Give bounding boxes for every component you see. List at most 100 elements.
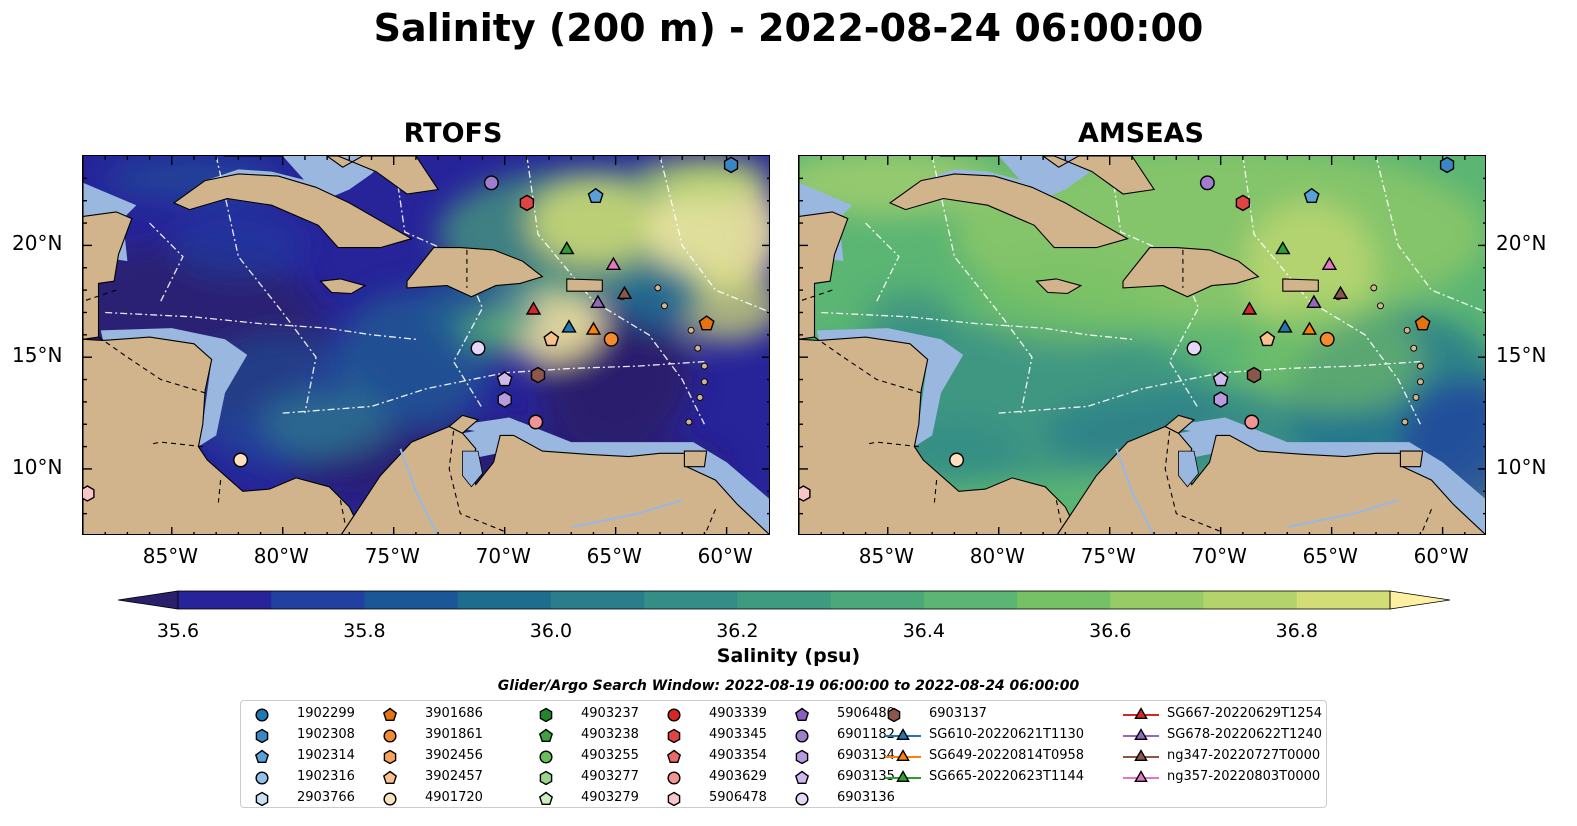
- legend-label: 6903134: [837, 748, 895, 763]
- colorbar-segment: [1110, 591, 1205, 609]
- legend-marker: [539, 707, 553, 722]
- country-border: [1055, 500, 1062, 523]
- legend-label: 4903238: [581, 727, 639, 742]
- country-border: [704, 508, 717, 534]
- marker-6903136: [470, 340, 486, 356]
- legend: 1902299 1902308 1902314 1902316 2903766 39016…: [240, 700, 1327, 808]
- marker-6903135: [1212, 371, 1229, 387]
- marker-4901720: [233, 452, 249, 468]
- legend-marker: [666, 749, 682, 764]
- marker-SG665-20220623T1144: [559, 241, 575, 255]
- shelf-area: [449, 417, 769, 534]
- country-border: [448, 430, 505, 533]
- marker-SG678-20220622T1240: [1306, 294, 1322, 309]
- legend-label: 3902456: [425, 748, 483, 763]
- island: [1412, 393, 1420, 401]
- legend-label: 3902457: [425, 769, 483, 784]
- country-border: [1420, 508, 1433, 534]
- colorbar-extend-high: [1389, 590, 1451, 610]
- river: [571, 499, 683, 529]
- country-border: [149, 441, 203, 448]
- legend-label: 3901686: [425, 706, 483, 721]
- legend-marker: [539, 770, 553, 785]
- marker-ng357-20220803T0000: [605, 256, 622, 271]
- marker-1902308: [1439, 156, 1455, 174]
- colorbar-segment: [178, 591, 272, 609]
- marker-1902314: [587, 187, 604, 203]
- legend-label: ng347-20220727T0000: [1167, 748, 1321, 763]
- legend-marker: [1134, 728, 1148, 741]
- legend-label: 4903237: [581, 706, 639, 721]
- legend-marker: [667, 708, 681, 722]
- map-panel-amseas: [798, 155, 1486, 535]
- legend-marker: [538, 791, 554, 806]
- lon-tick-label: 60°W: [697, 544, 753, 568]
- lon-tick-label: 75°W: [1080, 544, 1136, 568]
- legend-label: 1902316: [297, 769, 355, 784]
- legend-marker: [539, 750, 553, 764]
- island: [661, 302, 668, 310]
- country-border: [217, 480, 222, 503]
- land-hispaniola: [406, 247, 544, 298]
- colorbar-segment: [364, 591, 459, 609]
- country-border: [865, 441, 919, 448]
- lon-tick-label: 85°W: [142, 544, 198, 568]
- colorbar-tick-label: 36.8: [1275, 620, 1318, 642]
- land-hispaniola: [1122, 247, 1260, 298]
- eez-boundary: [105, 311, 416, 340]
- colorbar-segment: [1017, 591, 1111, 609]
- marker-6903134: [1213, 391, 1228, 408]
- legend-marker: [255, 728, 269, 743]
- colorbar-tick-label: 36.2: [716, 620, 759, 642]
- lon-tick-label: 80°W: [969, 544, 1025, 568]
- island: [1377, 302, 1384, 310]
- legend-label: 1902314: [297, 748, 355, 763]
- colorbar-segment: [271, 591, 365, 609]
- legend-label: SG667-20220629T1254: [1167, 706, 1323, 721]
- colorbar-tick-label: 35.8: [343, 620, 386, 642]
- colorbar-segment: [737, 591, 832, 609]
- land-mexico: [799, 156, 849, 340]
- legend-label: 6901182: [837, 727, 895, 742]
- panel-title-amseas: AMSEAS: [1078, 118, 1204, 149]
- shelf-area: [998, 156, 1106, 201]
- legend-marker: [382, 707, 398, 722]
- lon-tick-label: 70°W: [1191, 544, 1247, 568]
- legend-marker: [255, 708, 269, 722]
- lat-tick-label-right: 20°N: [1496, 231, 1547, 256]
- marker-ng347-20220727T0000: [616, 285, 633, 300]
- land-bahamas: [326, 156, 440, 195]
- legend-label: 4903279: [581, 790, 639, 805]
- lat-tick-label-right: 15°N: [1496, 343, 1547, 368]
- shelf-area: [282, 156, 390, 201]
- legend-label: SG610-20220621T1130: [929, 727, 1085, 742]
- legend-marker: [1134, 707, 1148, 720]
- island: [654, 284, 662, 292]
- legend-label: SG665-20220623T1144: [929, 769, 1085, 784]
- marker-SG649-20220814T0958: [1301, 321, 1318, 335]
- lon-tick-label: 85°W: [858, 544, 914, 568]
- legend-label: ng357-20220803T0000: [1167, 769, 1321, 784]
- land-guajira: [448, 414, 480, 434]
- country-border: [1164, 430, 1221, 533]
- island: [694, 344, 702, 352]
- search-window-label: Glider/Argo Search Window: 2022-08-19 06…: [497, 678, 1080, 694]
- colorbar-segment: [644, 591, 738, 609]
- marker-4903345: [519, 194, 535, 212]
- legend-label: 4903629: [709, 769, 767, 784]
- colorbar-segment: [830, 591, 925, 609]
- marker-6901182: [483, 175, 499, 191]
- marker-4903629: [528, 414, 544, 430]
- legend-marker: [538, 728, 554, 743]
- land-trinidad: [683, 450, 708, 468]
- legend-label: 4903339: [709, 706, 767, 721]
- eez-boundary: [659, 156, 769, 313]
- marker-ng347-20220727T0000: [1332, 285, 1349, 300]
- land-guajira: [1164, 414, 1196, 434]
- island: [685, 418, 693, 426]
- colorbar-tick-label: 36.0: [529, 620, 573, 642]
- map-panel-rtofs: [82, 155, 770, 535]
- marker-6903135: [496, 371, 513, 387]
- legend-marker: [383, 792, 397, 806]
- lat-tick-label-left: 10°N: [12, 454, 63, 479]
